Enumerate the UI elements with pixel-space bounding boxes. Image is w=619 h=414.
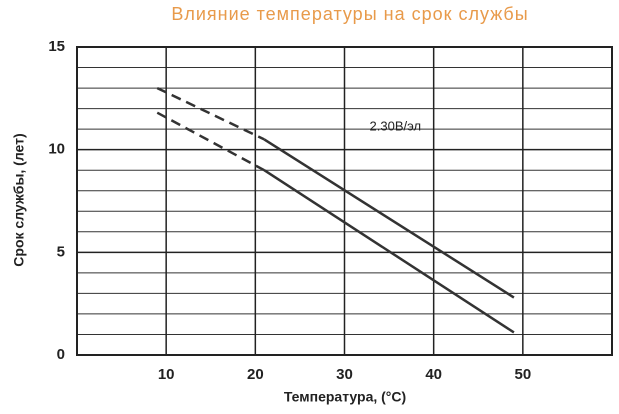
y-tick-label: 5: [57, 243, 65, 260]
y-tick-label: 10: [48, 141, 65, 158]
line-series: [156, 86, 265, 141]
line-series: [156, 111, 265, 172]
x-tick-label: 30: [336, 366, 353, 383]
line-series: [263, 138, 515, 299]
y-axis-label: Срок службы, (лет): [11, 133, 27, 266]
x-tick-label: 40: [425, 366, 442, 383]
y-tick-label: 0: [57, 346, 65, 363]
plot-frame: [76, 46, 613, 356]
y-tick-label: 15: [48, 38, 65, 55]
x-tick-label: 20: [247, 366, 264, 383]
x-tick-label: 50: [514, 366, 531, 383]
x-tick-label: 10: [158, 366, 175, 383]
line-series: [263, 169, 515, 334]
x-axis-label: Температура, (°C): [284, 389, 406, 405]
chart-title: Влияние температуры на срок службы: [171, 4, 528, 24]
annotation: 2.30В/эл: [370, 119, 422, 134]
